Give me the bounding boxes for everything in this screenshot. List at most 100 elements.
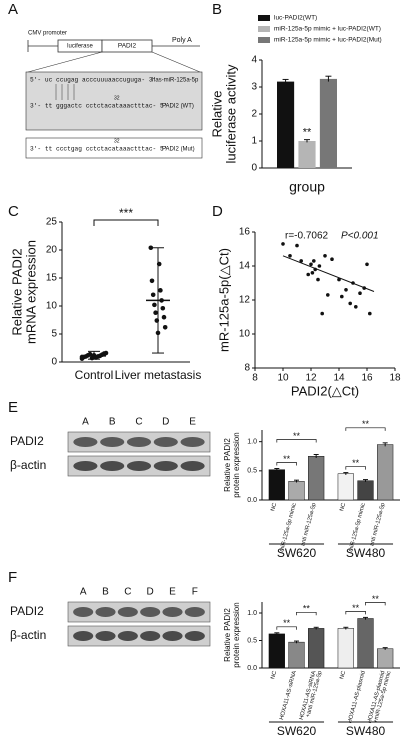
point xyxy=(310,271,315,275)
y-tick-label: 20 xyxy=(46,245,58,256)
x-tick-label: 12 xyxy=(305,373,317,384)
sig-bracket xyxy=(345,611,366,615)
sig-bracket xyxy=(276,462,297,466)
mir-seq: 5'- uc ccugag acccuuuaaccuguga- 3' xyxy=(30,77,156,84)
point xyxy=(306,272,311,277)
x-tick-label: 16 xyxy=(361,373,373,384)
blot-band xyxy=(100,461,125,471)
panel-label: F xyxy=(8,569,17,586)
blot-band xyxy=(100,437,125,447)
dot xyxy=(161,314,167,320)
lane-label: A xyxy=(82,417,89,428)
row-label: β-actin xyxy=(10,458,46,472)
position: 32 xyxy=(114,95,120,101)
x-tick-label: NC xyxy=(339,670,347,680)
mut-box xyxy=(25,137,203,159)
sig-label: ** xyxy=(293,431,301,441)
blot-band xyxy=(73,631,94,641)
x-tick-label: NC xyxy=(339,502,347,512)
sig-bracket xyxy=(296,611,317,616)
bar xyxy=(268,469,285,501)
point xyxy=(368,311,372,316)
x-tick-label: anti miR-125a-5p xyxy=(300,502,317,547)
legend-label: miR-125a-5p mimic + luc-PADI2(WT) xyxy=(274,26,381,33)
bar xyxy=(357,618,374,669)
legend-swatch xyxy=(258,26,270,32)
y-tick-label: 12 xyxy=(239,295,251,306)
point xyxy=(340,294,344,299)
dot xyxy=(149,278,155,284)
y-tick-label: 0 xyxy=(51,357,57,368)
lane-label: D xyxy=(147,587,154,598)
point xyxy=(320,311,325,316)
mut-name: PADI2 (Mut) xyxy=(162,147,195,153)
row-label: PADI2 xyxy=(10,434,44,448)
dot xyxy=(160,305,166,311)
point xyxy=(312,259,316,263)
blot-band xyxy=(180,437,205,447)
row-label: PADI2 xyxy=(10,604,44,618)
sig-label: ** xyxy=(283,454,291,464)
promoter-label: CMV promoter xyxy=(28,31,67,37)
y-axis-label: luciferase activity xyxy=(223,64,238,163)
bar xyxy=(377,444,394,501)
legend-swatch xyxy=(258,15,270,21)
y-tick-label: 4 xyxy=(251,55,257,66)
bar xyxy=(357,480,374,501)
sig-label: ** xyxy=(303,604,311,614)
panel-label: E xyxy=(8,399,18,416)
x-tick-label: NC xyxy=(270,502,278,512)
bar xyxy=(308,456,325,501)
y-axis-label: protein expression xyxy=(232,432,241,497)
y-tick-label: 10 xyxy=(46,301,58,312)
point xyxy=(330,257,334,262)
position: 32 xyxy=(114,138,120,144)
point xyxy=(365,262,369,267)
padi2-box xyxy=(101,39,153,53)
blot-band xyxy=(73,607,94,617)
bar xyxy=(288,481,305,501)
y-tick-label: 1 xyxy=(251,136,257,147)
sig-label: ** xyxy=(362,419,370,429)
dot xyxy=(152,302,157,308)
point xyxy=(317,264,322,268)
lane-label: E xyxy=(169,587,176,598)
blot-band xyxy=(126,437,152,447)
lane-label: A xyxy=(80,587,87,598)
x-tick-label: HOXA11-AS-plasmid xyxy=(347,670,367,724)
lane-label: B xyxy=(109,417,116,428)
sig-bracket xyxy=(93,219,159,226)
y-tick-label: 10 xyxy=(239,329,251,340)
row-label: β-actin xyxy=(10,628,46,642)
blot-band xyxy=(73,461,98,471)
point xyxy=(326,293,330,297)
y-tick-label: 1.0 xyxy=(247,610,257,617)
x-tick-label: Control xyxy=(75,368,114,382)
bar xyxy=(319,78,337,168)
bar xyxy=(337,628,354,669)
x-tick-label: Liver metastasis xyxy=(115,368,202,382)
blot-band xyxy=(140,607,161,617)
y-tick-label: 2 xyxy=(251,109,257,120)
blot-band xyxy=(117,631,138,641)
sig-bracket xyxy=(276,626,297,630)
lane-label: B xyxy=(102,587,109,598)
y-tick-label: 14 xyxy=(239,261,251,272)
blot-strip xyxy=(67,625,211,647)
y-tick-label: 5 xyxy=(51,329,57,340)
panel-label: D xyxy=(212,203,223,220)
blot-band xyxy=(117,607,138,617)
wt-seq: 3'- tt gggactc cctctacataaactttac- 5' xyxy=(30,103,167,110)
point xyxy=(348,301,353,306)
y-tick-label: 0.0 xyxy=(247,497,257,504)
sequence-box xyxy=(25,71,203,131)
mut-seq: 3'- tt ccctgag cctctacataaactttac- 5' xyxy=(30,146,167,153)
y-tick-label: 15 xyxy=(46,273,58,284)
blot-band xyxy=(95,607,116,617)
dot xyxy=(148,245,154,251)
group-label: SW480 xyxy=(346,724,386,738)
y-tick-label: 8 xyxy=(244,363,250,374)
sig-bracket xyxy=(276,439,317,443)
blot-band xyxy=(153,461,178,471)
panel-label: C xyxy=(8,203,19,220)
